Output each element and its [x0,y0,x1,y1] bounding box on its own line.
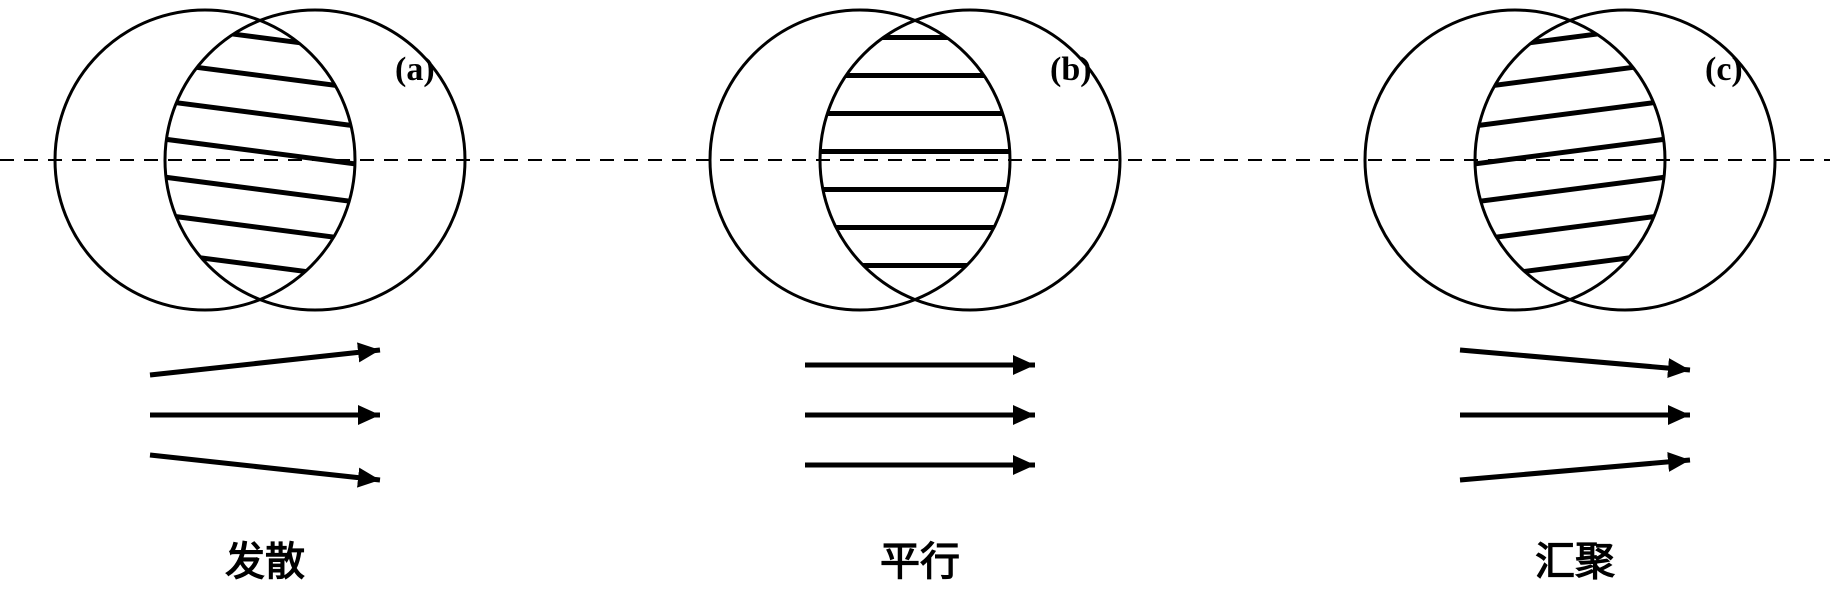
hatch-line [80,242,440,289]
panel-c: (c) 汇聚 [1365,10,1775,584]
hatch-line [1390,52,1750,99]
caption-a: 发散 [225,540,305,584]
panel-b: (b) 平行 [710,10,1120,584]
hatch-line [1390,90,1750,137]
panel-label-b: (b) [1050,51,1092,88]
hatch-line [1390,204,1750,251]
arrow-c-2 [1460,460,1690,480]
arrow-c-0 [1460,350,1690,370]
hatch-line [80,166,440,213]
hatch-line [1390,166,1750,213]
hatch-line [80,52,440,99]
arrow-a-2 [150,455,380,480]
arrow-a-0 [150,350,380,375]
caption-c: 汇聚 [1535,540,1616,584]
panel-label-c: (c) [1705,51,1743,88]
panel-a: (a) 发散 [55,10,465,584]
caption-b: 平行 [880,540,960,584]
hatch-line [80,90,440,137]
panel-label-a: (a) [395,51,435,88]
diagram-canvas: (a) 发散 (b) 平行 (c) 汇聚 [0,0,1830,604]
hatch-line [1390,128,1750,175]
hatch-line [80,204,440,251]
hatch-line [1390,242,1750,289]
hatch-line [80,128,440,175]
